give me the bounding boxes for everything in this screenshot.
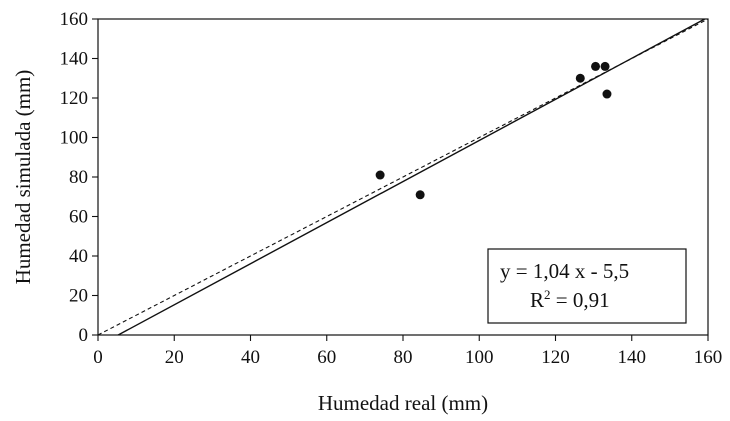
data-point (600, 61, 610, 71)
y-tick-label: 20 (69, 286, 88, 307)
y-tick-label: 120 (60, 88, 89, 109)
x-tick-label: 120 (541, 347, 570, 368)
equation-box: y = 1,04 x - 5,5 R2 = 0,91 (487, 248, 687, 324)
x-tick-label: 80 (394, 347, 413, 368)
y-axis-label: Humedad simulada (mm) (11, 70, 35, 285)
y-tick-label: 60 (69, 207, 88, 228)
points-layer (375, 61, 612, 200)
reference-line-1to1 (98, 19, 708, 335)
y-tick-label: 140 (60, 49, 89, 70)
y-tick-label: 80 (69, 167, 88, 188)
regression-equation: y = 1,04 x - 5,5 (500, 259, 629, 283)
r-squared-symbol: R (530, 288, 544, 312)
data-point (375, 170, 385, 180)
x-tick-label: 0 (93, 347, 103, 368)
ticks-layer: 0 20 40 60 80 100 120 140 160 0 20 40 60 80 100 120 140 1… (60, 9, 723, 368)
r-squared-value: R2 = 0,91 (530, 287, 610, 312)
x-tick-label: 20 (165, 347, 184, 368)
x-tick-label: 160 (694, 347, 723, 368)
data-point (602, 89, 612, 99)
y-tick-label: 100 (60, 128, 89, 149)
data-point (591, 61, 601, 71)
x-axis-label: Humedad real (mm) (318, 391, 488, 415)
r-squared-superscript: 2 (544, 287, 551, 302)
y-tick-label: 160 (60, 9, 89, 30)
r-squared-number: = 0,91 (551, 288, 610, 312)
y-tick-label: 40 (69, 246, 88, 267)
x-tick-label: 100 (465, 347, 494, 368)
lines-layer (98, 19, 708, 335)
x-tick-label: 60 (317, 347, 336, 368)
x-tick-label: 140 (618, 347, 647, 368)
equation-box-frame (487, 248, 687, 324)
data-point (415, 190, 425, 200)
data-point (575, 73, 585, 83)
x-tick-label: 40 (241, 347, 260, 368)
regression-line (116, 19, 707, 335)
y-tick-label: 0 (79, 325, 89, 346)
